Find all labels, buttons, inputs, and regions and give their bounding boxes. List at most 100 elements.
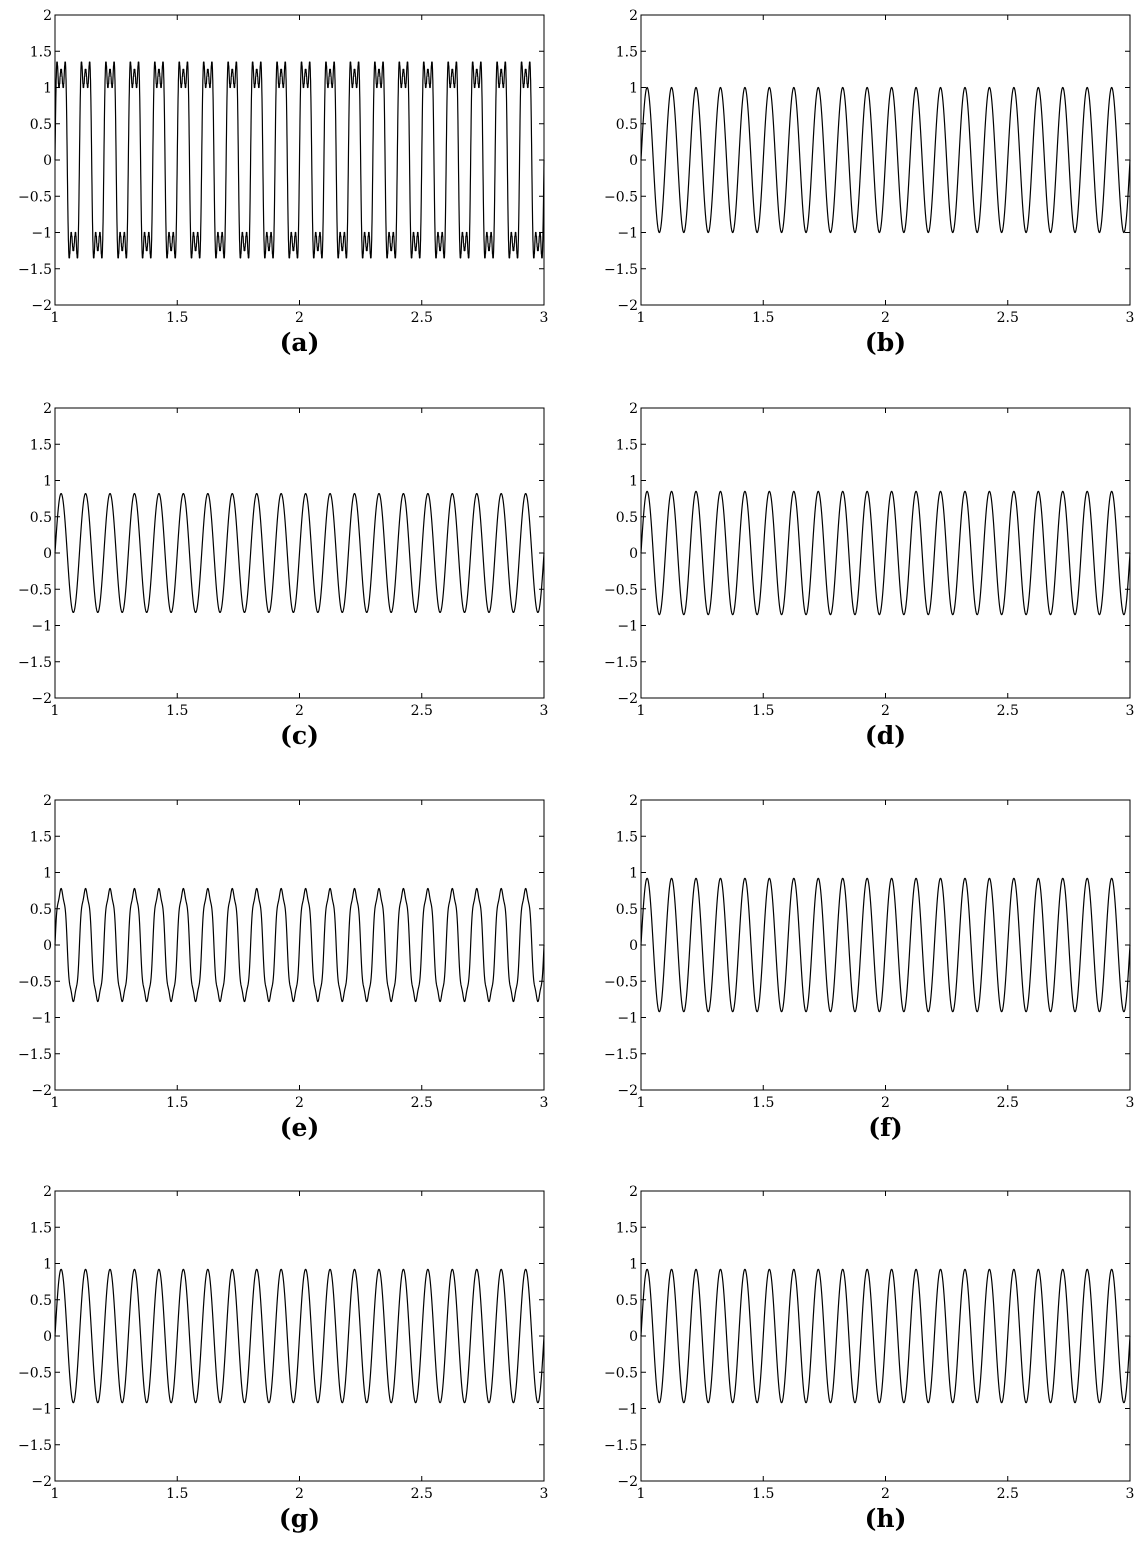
x-tick-label: 3 — [1126, 310, 1135, 326]
y-tick-label: 0 — [43, 938, 52, 954]
x-tick-label: 1.5 — [752, 703, 774, 719]
x-tick-label: 2.5 — [997, 310, 1019, 326]
y-tick-label: 1 — [43, 866, 52, 882]
x-tick-label: 1.5 — [166, 1486, 188, 1502]
y-tick-label: 1.5 — [30, 44, 52, 60]
x-tick-label: 2 — [881, 1486, 890, 1502]
x-tick-label: 1.5 — [166, 703, 188, 719]
y-tick-label: 1.5 — [616, 437, 638, 453]
y-tick-label: −1.5 — [604, 655, 638, 671]
y-tick-label: −0.5 — [604, 189, 638, 205]
x-tick-label: 2.5 — [411, 703, 433, 719]
series-line — [54, 1268, 545, 1404]
y-tick-label: −1.5 — [18, 1047, 52, 1063]
x-tick-label: 2 — [295, 703, 304, 719]
series-line — [640, 86, 1131, 234]
x-tick-label: 1.5 — [166, 1095, 188, 1111]
y-tick-label: 0 — [43, 153, 52, 169]
x-tick-label: 1 — [51, 703, 60, 719]
y-tick-label: −1 — [617, 1011, 638, 1027]
x-tick-label: 1.5 — [752, 310, 774, 326]
y-tick-label: 1.5 — [30, 1220, 52, 1236]
x-tick-label: 1 — [637, 1095, 646, 1111]
panel-label: (h) — [865, 1504, 907, 1533]
panel-label: (c) — [280, 721, 319, 750]
panel-label: (e) — [280, 1113, 320, 1142]
x-tick-label: 1 — [637, 310, 646, 326]
panel-label: (f) — [868, 1113, 902, 1142]
x-tick-label: 2.5 — [997, 1486, 1019, 1502]
y-tick-label: −0.5 — [604, 974, 638, 990]
y-tick-label: −1 — [617, 619, 638, 635]
x-tick-label: 1.5 — [752, 1095, 774, 1111]
y-tick-label: 0 — [43, 546, 52, 562]
x-tick-label: 1 — [51, 1095, 60, 1111]
chart-panel-g: 21.510.50−0.5−1−1.5−21 1.5 2 2.5 3(g) — [18, 1184, 548, 1533]
y-tick-label: −1.5 — [18, 655, 52, 671]
y-tick-label: −1.5 — [18, 1438, 52, 1454]
y-tick-label: 2 — [629, 8, 638, 24]
y-tick-label: −0.5 — [18, 1365, 52, 1381]
y-tick-label: 2 — [43, 793, 52, 809]
x-tick-label: 3 — [540, 1486, 549, 1502]
y-tick-label: −0.5 — [18, 189, 52, 205]
x-tick-label: 2.5 — [997, 703, 1019, 719]
y-tick-label: 0 — [629, 1329, 638, 1345]
chart-panel-h: 21.510.50−0.5−1−1.5−21 1.5 2 2.5 3(h) — [604, 1184, 1134, 1533]
y-tick-label: 0.5 — [616, 510, 638, 526]
y-tick-label: 0.5 — [30, 1293, 52, 1309]
x-tick-label: 2.5 — [997, 1095, 1019, 1111]
y-tick-label: 1 — [629, 1257, 638, 1273]
chart-panel-a: 21.510.50−0.5−1−1.5−21 1.5 2 2.5 3(a) — [18, 8, 548, 357]
y-tick-label: 1.5 — [616, 829, 638, 845]
x-tick-label: 2 — [295, 1095, 304, 1111]
y-tick-label: 1.5 — [616, 44, 638, 60]
x-tick-label: 3 — [540, 310, 549, 326]
x-tick-label: 3 — [540, 1095, 549, 1111]
y-tick-label: −1.5 — [18, 262, 52, 278]
y-tick-label: 0 — [629, 546, 638, 562]
y-tick-label: −2 — [31, 1083, 52, 1099]
x-tick-label: 1 — [637, 703, 646, 719]
y-tick-label: −2 — [617, 691, 638, 707]
series-line — [54, 887, 545, 1003]
y-tick-label: −0.5 — [604, 1365, 638, 1381]
y-tick-label: 2 — [43, 401, 52, 417]
panel-label: (d) — [865, 721, 906, 750]
y-tick-label: 0.5 — [30, 510, 52, 526]
y-tick-label: 2 — [43, 8, 52, 24]
y-tick-label: −0.5 — [18, 582, 52, 598]
chart-panel-d: 21.510.50−0.5−1−1.5−21 1.5 2 2.5 3(d) — [604, 401, 1134, 750]
y-tick-label: −1 — [31, 1402, 52, 1418]
y-tick-label: −1.5 — [604, 1438, 638, 1454]
panel-label: (b) — [865, 328, 906, 357]
y-tick-label: −2 — [617, 1474, 638, 1490]
y-tick-label: 0 — [629, 153, 638, 169]
y-tick-label: 1 — [629, 474, 638, 490]
x-tick-label: 2 — [881, 703, 890, 719]
y-tick-label: 2 — [43, 1184, 52, 1200]
series-line — [640, 877, 1131, 1013]
y-tick-label: 1 — [43, 474, 52, 490]
x-tick-label: 2 — [295, 310, 304, 326]
y-tick-label: −1 — [31, 619, 52, 635]
series-line — [54, 492, 545, 614]
y-tick-label: 1.5 — [30, 437, 52, 453]
x-tick-label: 1.5 — [166, 310, 188, 326]
x-tick-label: 3 — [1126, 703, 1135, 719]
y-tick-label: −1 — [31, 226, 52, 242]
y-tick-label: −2 — [617, 1083, 638, 1099]
y-tick-label: −0.5 — [604, 582, 638, 598]
x-tick-label: 3 — [1126, 1095, 1135, 1111]
x-tick-label: 1 — [51, 310, 60, 326]
y-tick-label: 1.5 — [616, 1220, 638, 1236]
series-line — [640, 490, 1131, 616]
y-tick-label: −1.5 — [604, 1047, 638, 1063]
y-tick-label: 0.5 — [616, 117, 638, 133]
y-tick-label: −2 — [31, 298, 52, 314]
y-tick-label: −1 — [617, 226, 638, 242]
panel-label: (g) — [279, 1504, 320, 1533]
y-tick-label: 1.5 — [30, 829, 52, 845]
x-tick-label: 1 — [637, 1486, 646, 1502]
